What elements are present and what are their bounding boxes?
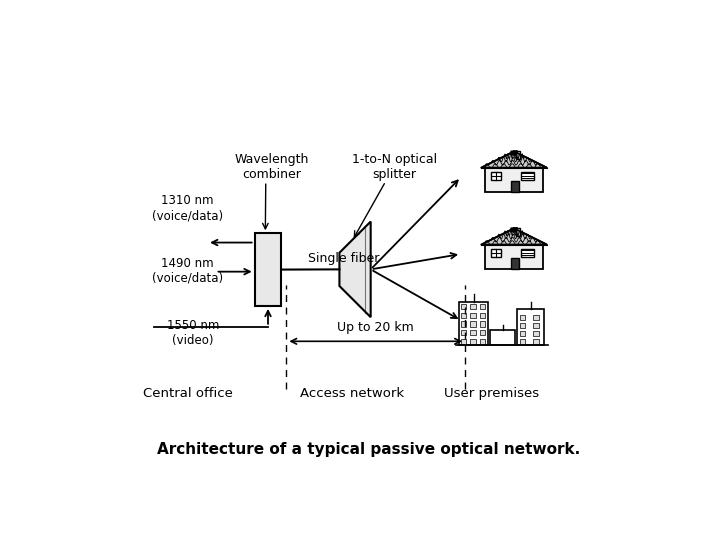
Bar bbox=[480, 321, 485, 327]
Bar bbox=[490, 330, 516, 345]
Bar bbox=[470, 304, 476, 309]
Bar bbox=[521, 172, 534, 180]
Bar bbox=[461, 304, 466, 309]
Text: Architecture of a typical passive optical network.: Architecture of a typical passive optica… bbox=[158, 442, 580, 457]
Bar bbox=[470, 330, 476, 335]
Bar bbox=[534, 314, 539, 320]
Polygon shape bbox=[482, 151, 546, 167]
Text: 1550 nm
(video): 1550 nm (video) bbox=[167, 319, 220, 347]
Text: Up to 20 km: Up to 20 km bbox=[338, 321, 414, 334]
Bar bbox=[516, 151, 520, 159]
Bar bbox=[461, 339, 466, 344]
Bar bbox=[459, 302, 488, 345]
Bar bbox=[461, 321, 466, 327]
Text: Wavelength
combiner: Wavelength combiner bbox=[234, 153, 309, 181]
Bar bbox=[520, 330, 525, 336]
Bar bbox=[470, 313, 476, 318]
Bar bbox=[480, 304, 485, 309]
Text: Central office: Central office bbox=[143, 387, 233, 400]
Bar bbox=[511, 258, 519, 269]
Polygon shape bbox=[482, 228, 546, 245]
Bar bbox=[521, 248, 534, 256]
Bar bbox=[534, 330, 539, 336]
Bar bbox=[480, 330, 485, 335]
Bar bbox=[461, 313, 466, 318]
Bar bbox=[480, 313, 485, 318]
Polygon shape bbox=[339, 221, 371, 317]
Bar bbox=[485, 167, 543, 192]
Bar bbox=[470, 339, 476, 344]
Bar bbox=[480, 339, 485, 344]
Bar bbox=[534, 322, 539, 328]
Bar bbox=[520, 322, 525, 328]
Bar bbox=[490, 172, 501, 180]
Bar bbox=[470, 321, 476, 327]
Bar bbox=[520, 314, 525, 320]
Bar bbox=[461, 330, 466, 335]
Bar bbox=[490, 248, 501, 256]
Bar bbox=[255, 233, 282, 306]
Text: Single fiber: Single fiber bbox=[308, 252, 379, 265]
Bar bbox=[534, 339, 539, 344]
Text: 1490 nm
(voice/data): 1490 nm (voice/data) bbox=[152, 256, 223, 285]
Text: 1-to-N optical
splitter: 1-to-N optical splitter bbox=[351, 153, 436, 181]
Bar bbox=[485, 245, 543, 269]
Text: 1310 nm
(voice/data): 1310 nm (voice/data) bbox=[152, 194, 223, 222]
Text: Access network: Access network bbox=[300, 387, 405, 400]
Bar bbox=[511, 180, 519, 192]
Bar bbox=[520, 339, 525, 344]
Text: User premises: User premises bbox=[444, 387, 539, 400]
Bar bbox=[516, 227, 520, 237]
Bar bbox=[517, 309, 544, 345]
